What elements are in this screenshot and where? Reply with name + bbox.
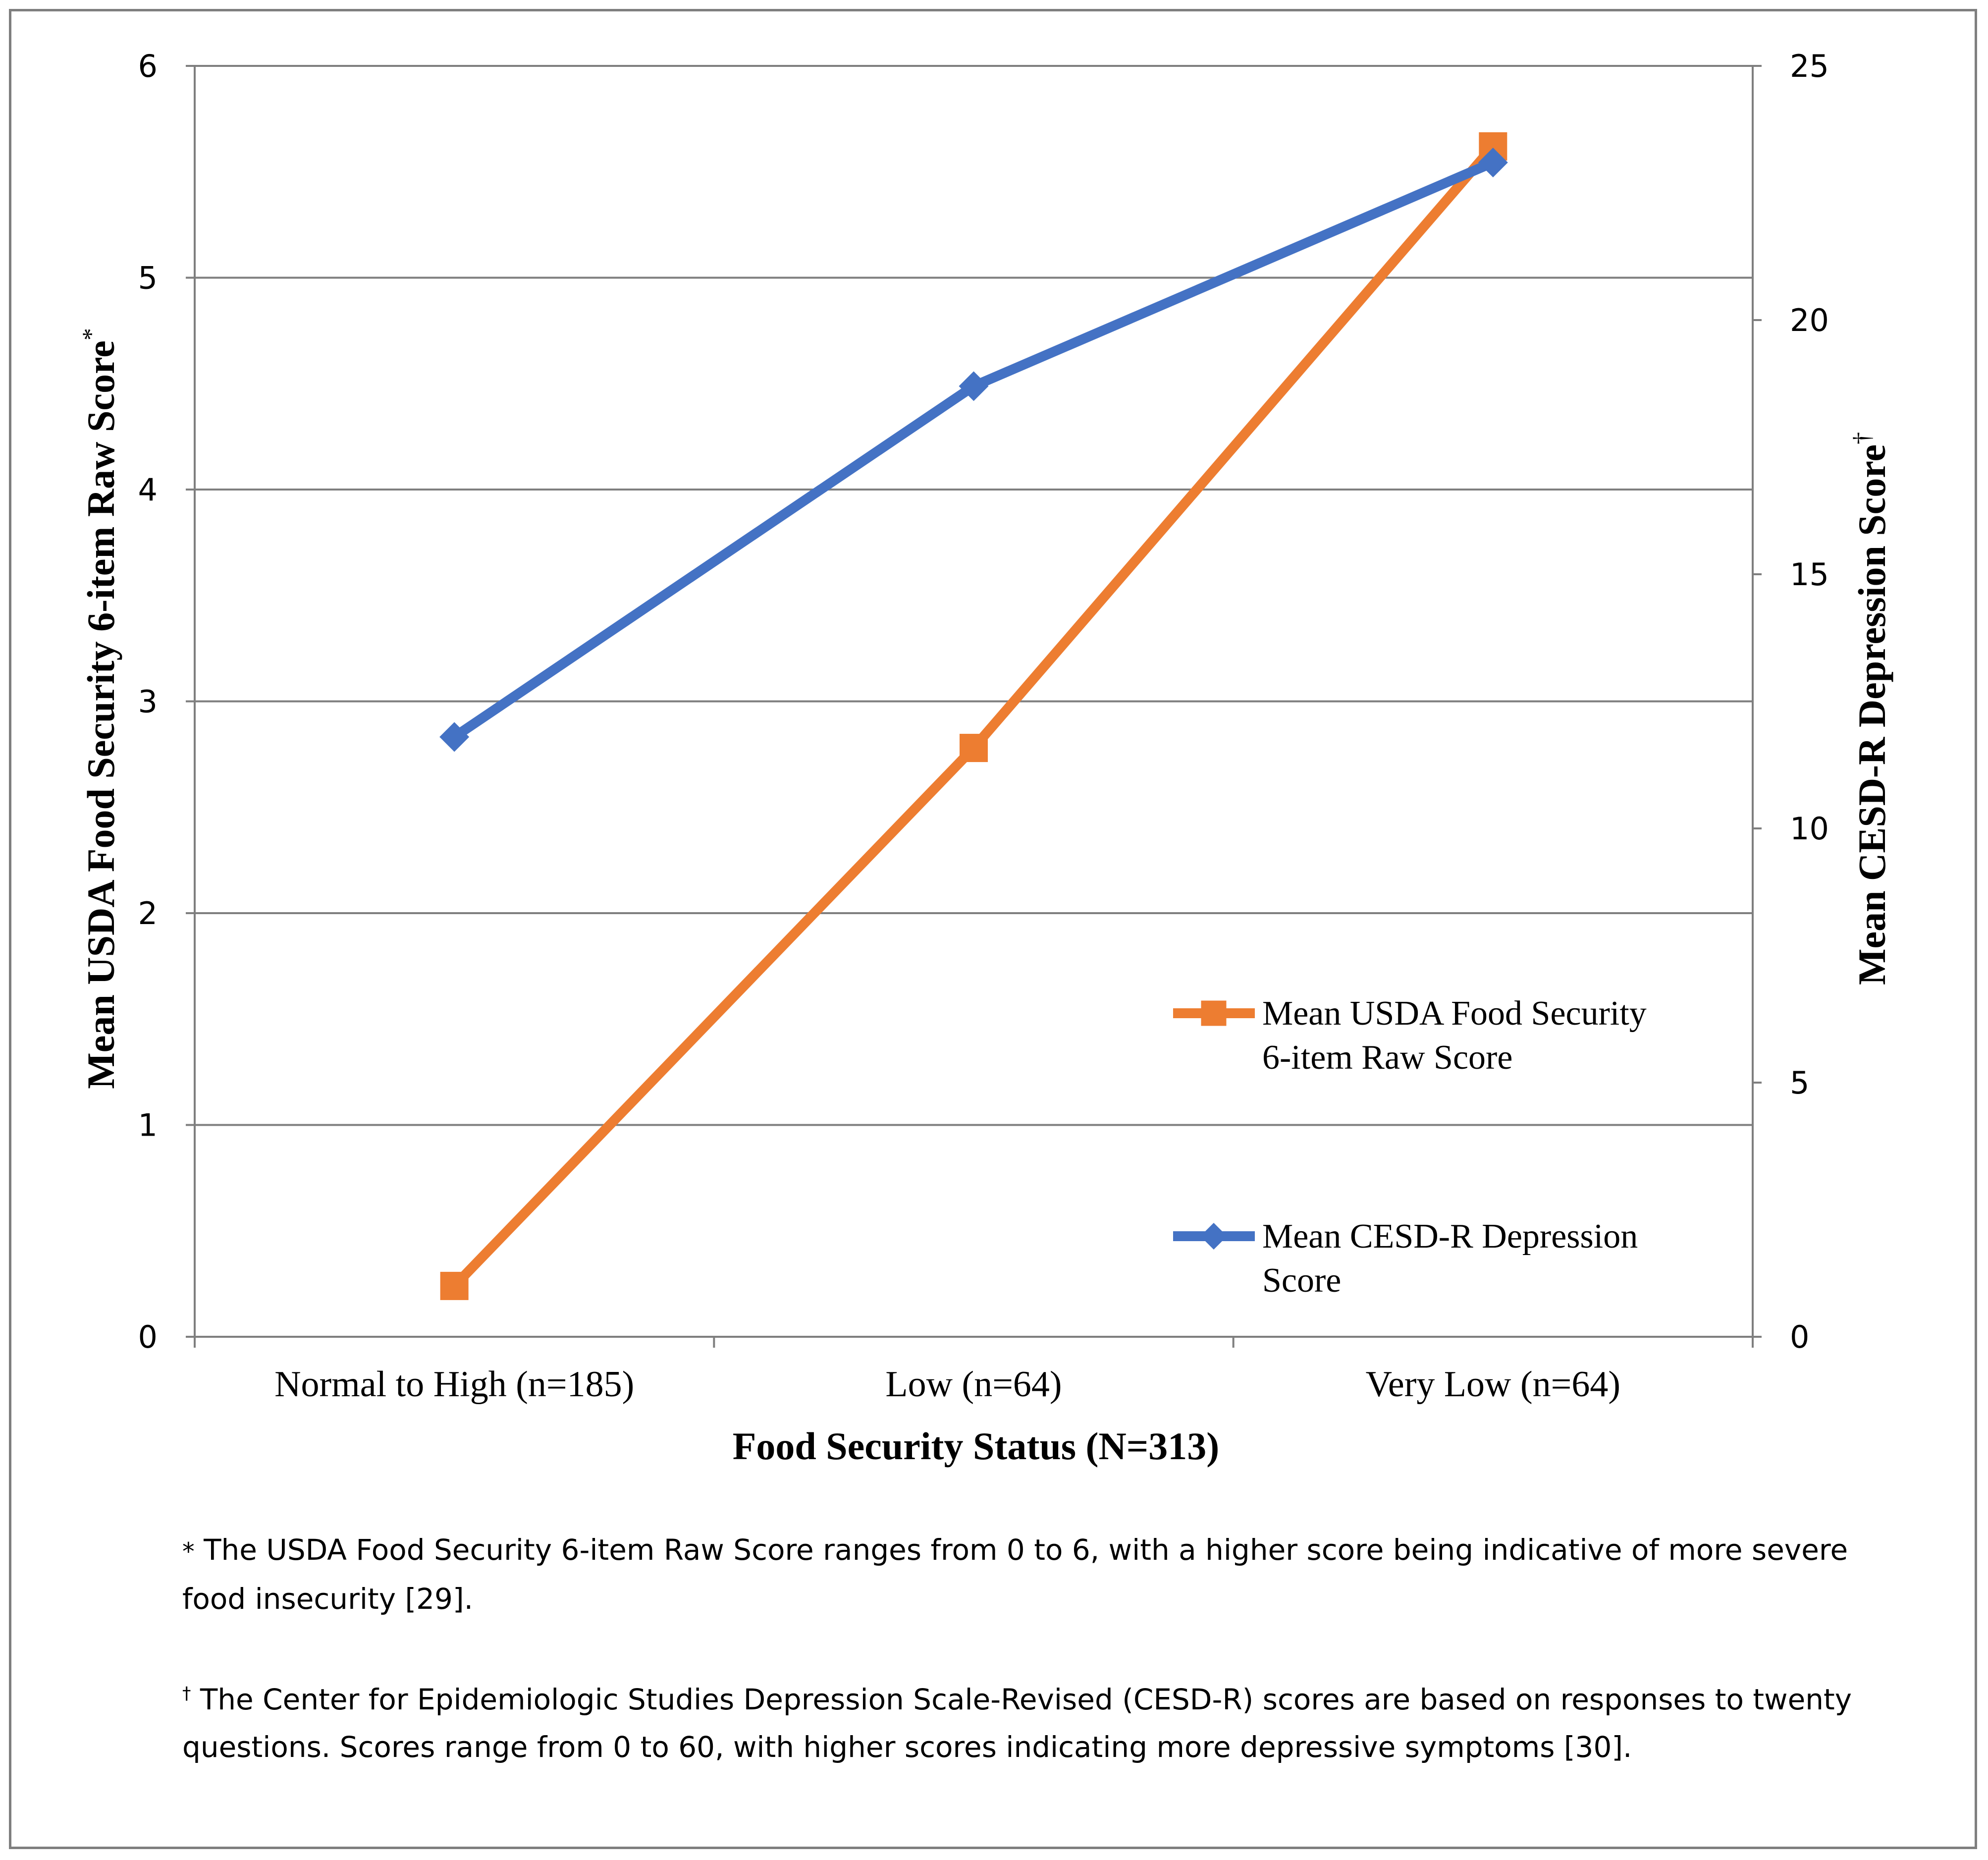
y-axis-right-title-text: Mean CESD-R Depression Score [1850, 444, 1893, 985]
legend-usda-marker [1201, 1000, 1227, 1026]
y-axis-right-title-mark: † [1848, 432, 1876, 444]
y-right-tick-label: 0 [1790, 1319, 1809, 1355]
y-right-tick-label: 15 [1790, 556, 1829, 593]
footnote-cesdr-text: The Center for Epidemiologic Studies Dep… [182, 1682, 1852, 1764]
footnote-cesdr-mark: † [182, 1684, 191, 1703]
y-axis-left-title: Mean USDA Food Security 6-item Raw Score… [77, 328, 122, 1089]
y-axis-left-title-text: Mean USDA Food Security 6-item Raw Score [79, 340, 122, 1089]
y-right-tick-label: 10 [1790, 811, 1829, 847]
y-right-tick-label: 5 [1790, 1065, 1809, 1101]
y-left-tick-label: 2 [138, 895, 158, 931]
data-point [960, 734, 988, 763]
axes [186, 65, 1762, 1348]
legend-usda-label-line2: 6-item Raw Score [1262, 1039, 1512, 1077]
footnote-usda-text: The USDA Food Security 6-item Raw Score … [182, 1533, 1848, 1616]
chart: 0 1 2 3 4 5 6 0 5 10 15 20 25 Normal to High (n=185) L… [77, 48, 1893, 1468]
data-point [439, 722, 470, 752]
y-left-tick-label: 5 [138, 260, 158, 296]
x-axis-title: Food Security Status (N=313) [733, 1424, 1220, 1468]
series-line [449, 157, 1498, 742]
legend: Mean USDA Food Security 6-item Raw Score… [1173, 994, 1647, 1300]
footnote-usda-mark: * [182, 1537, 195, 1566]
figure-frame [9, 9, 1977, 1849]
y-left-tick-label: 0 [138, 1319, 158, 1355]
y-left-tick-label: 6 [138, 48, 158, 84]
data-point [959, 371, 989, 401]
tick-labels: 0 1 2 3 4 5 6 0 5 10 15 20 25 Normal to High (n=185) L… [138, 48, 1829, 1405]
legend-usda-label-line1: Mean USDA Food Security [1262, 994, 1647, 1033]
series-cesdr [439, 147, 1508, 752]
y-axis-right-title: Mean CESD-R Depression Score† [1848, 432, 1893, 985]
legend-cesdr-label-line2: Score [1262, 1261, 1341, 1300]
x-tick-label: Low (n=64) [885, 1364, 1062, 1405]
legend-cesdr-label-line1: Mean CESD-R Depression [1262, 1217, 1638, 1256]
data-point [440, 1271, 469, 1300]
y-axis-left-title-mark: * [77, 328, 105, 340]
data-point [1478, 147, 1508, 177]
x-tick-label: Very Low (n=64) [1366, 1364, 1620, 1405]
legend-item-usda: Mean USDA Food Security 6-item Raw Score [1173, 994, 1647, 1077]
y-right-tick-label: 25 [1790, 48, 1829, 84]
legend-item-cesdr: Mean CESD-R Depression Score [1173, 1217, 1638, 1300]
gridlines [195, 65, 1753, 1126]
y-left-tick-label: 3 [138, 684, 158, 720]
y-left-tick-label: 4 [138, 472, 158, 508]
series-lines [439, 132, 1508, 1300]
footnote-cesdr: † The Center for Epidemiologic Studies D… [182, 1670, 1877, 1771]
legend-cesdr-marker [1200, 1223, 1227, 1250]
series-line [449, 141, 1498, 1291]
y-left-tick-label: 1 [138, 1107, 158, 1144]
x-tick-label: Normal to High (n=185) [274, 1364, 634, 1405]
footnote-usda: * The USDA Food Security 6-item Raw Scor… [182, 1526, 1877, 1623]
y-right-tick-label: 20 [1790, 302, 1829, 338]
